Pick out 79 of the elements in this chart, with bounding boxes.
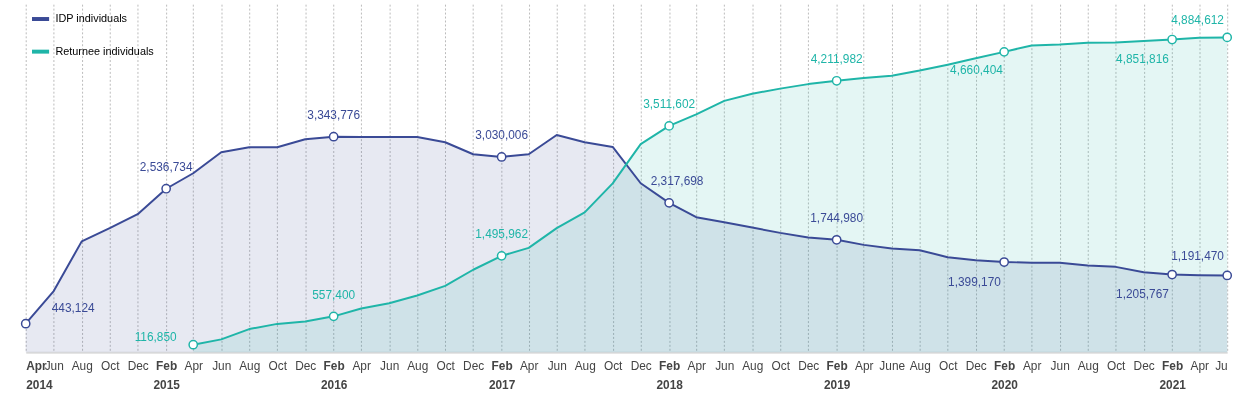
data-label: 4,660,404 [950,62,1004,77]
point [328,131,339,142]
data-label: 4,851,816 [1116,52,1170,67]
x-tick-label: Oct [100,358,121,373]
point [831,75,842,86]
x-tick-label: Dec [295,358,317,373]
x-tick-label: Jun [44,358,64,373]
point [664,121,675,131]
x-tick-label: Jun [1050,358,1070,373]
x-tick-label: Feb 2019 [823,358,851,393]
x-tick-label: Aug [1077,358,1099,373]
x-tick-label: Aug [407,358,429,373]
data-label: 2,317,698 [650,174,704,189]
x-tick-label: Feb 2021 [1159,358,1187,393]
data-label: 443,124 [51,300,96,315]
point [831,234,842,245]
data-label: 1,205,767 [1116,287,1169,302]
x-tick-label: Jun [212,358,232,373]
x-tick-label: Oct [1106,358,1127,373]
point [999,46,1010,57]
x-tick-label: Dec [965,358,987,373]
data-label: 116,850 [134,329,178,344]
point [664,197,675,208]
x-tick-label: Oct [603,358,624,373]
point [1167,34,1177,45]
point [1222,270,1233,281]
data-label: 1,495,962 [475,227,529,242]
x-tick-label: Apr [184,358,203,373]
x-tick-label: Apr [1022,358,1042,373]
x-tick-label: Feb 2018 [656,358,684,393]
x-tick-label: Ju [1215,358,1228,373]
x-tick-label: Dec [127,358,149,373]
x-tick-label: Dec [1133,358,1155,373]
point [999,257,1010,267]
x-tick-label: Apr [519,358,539,373]
data-label: 3,030,006 [475,128,529,143]
point [496,152,507,162]
x-tick-label: Dec [630,358,652,373]
x-tick-label: Apr [352,358,371,373]
point [161,183,172,194]
point [328,311,339,322]
legend-label: IDP individuals [55,11,128,24]
x-tick-label: Jun [547,358,567,373]
data-label: 3,511,602 [643,97,696,112]
data-label: 1,744,980 [810,210,864,225]
x-tick-label: Oct [771,358,791,373]
point [1167,269,1177,280]
data-label: 2,536,734 [139,159,193,174]
legend-label: Returnee individuals [55,44,155,57]
x-tick-label: Jun [380,358,400,373]
x-tick-label: Oct [268,358,288,373]
x-tick-label: Aug [71,358,93,373]
x-tick-label: Apr [1190,358,1209,373]
x-tick-label: Oct [938,358,959,373]
x-tick-label: Apr [687,358,706,373]
data-label: 557,400 [312,287,356,302]
x-tick-label: Aug [909,358,931,373]
x-tick-label: Oct [436,358,456,373]
x-tick-label: June [879,358,906,373]
x-tick-label: Jun [715,358,735,373]
x-tick-label: Aug [742,358,764,373]
x-tick-label: Apr [854,358,874,373]
point [20,318,31,329]
point [1222,32,1233,43]
x-tick-label: Aug [574,358,596,373]
data-label: 1,191,470 [1171,248,1225,263]
x-tick-label: Feb 2017 [488,358,516,393]
x-tick-label: Feb 2020 [991,358,1019,393]
point [188,339,199,350]
point [496,250,507,261]
data-label: 1,399,170 [948,274,1002,289]
x-tick-label: Dec [463,358,485,373]
data-label: 4,884,612 [1171,12,1224,27]
data-label: 4,211,982 [810,51,863,66]
x-tick-label: Dec [798,358,820,373]
x-tick-label: Feb 2016 [320,358,348,393]
data-label: 3,343,776 [307,107,361,122]
x-tick-label: Aug [239,358,261,373]
x-tick-label: Feb 2015 [153,358,181,393]
